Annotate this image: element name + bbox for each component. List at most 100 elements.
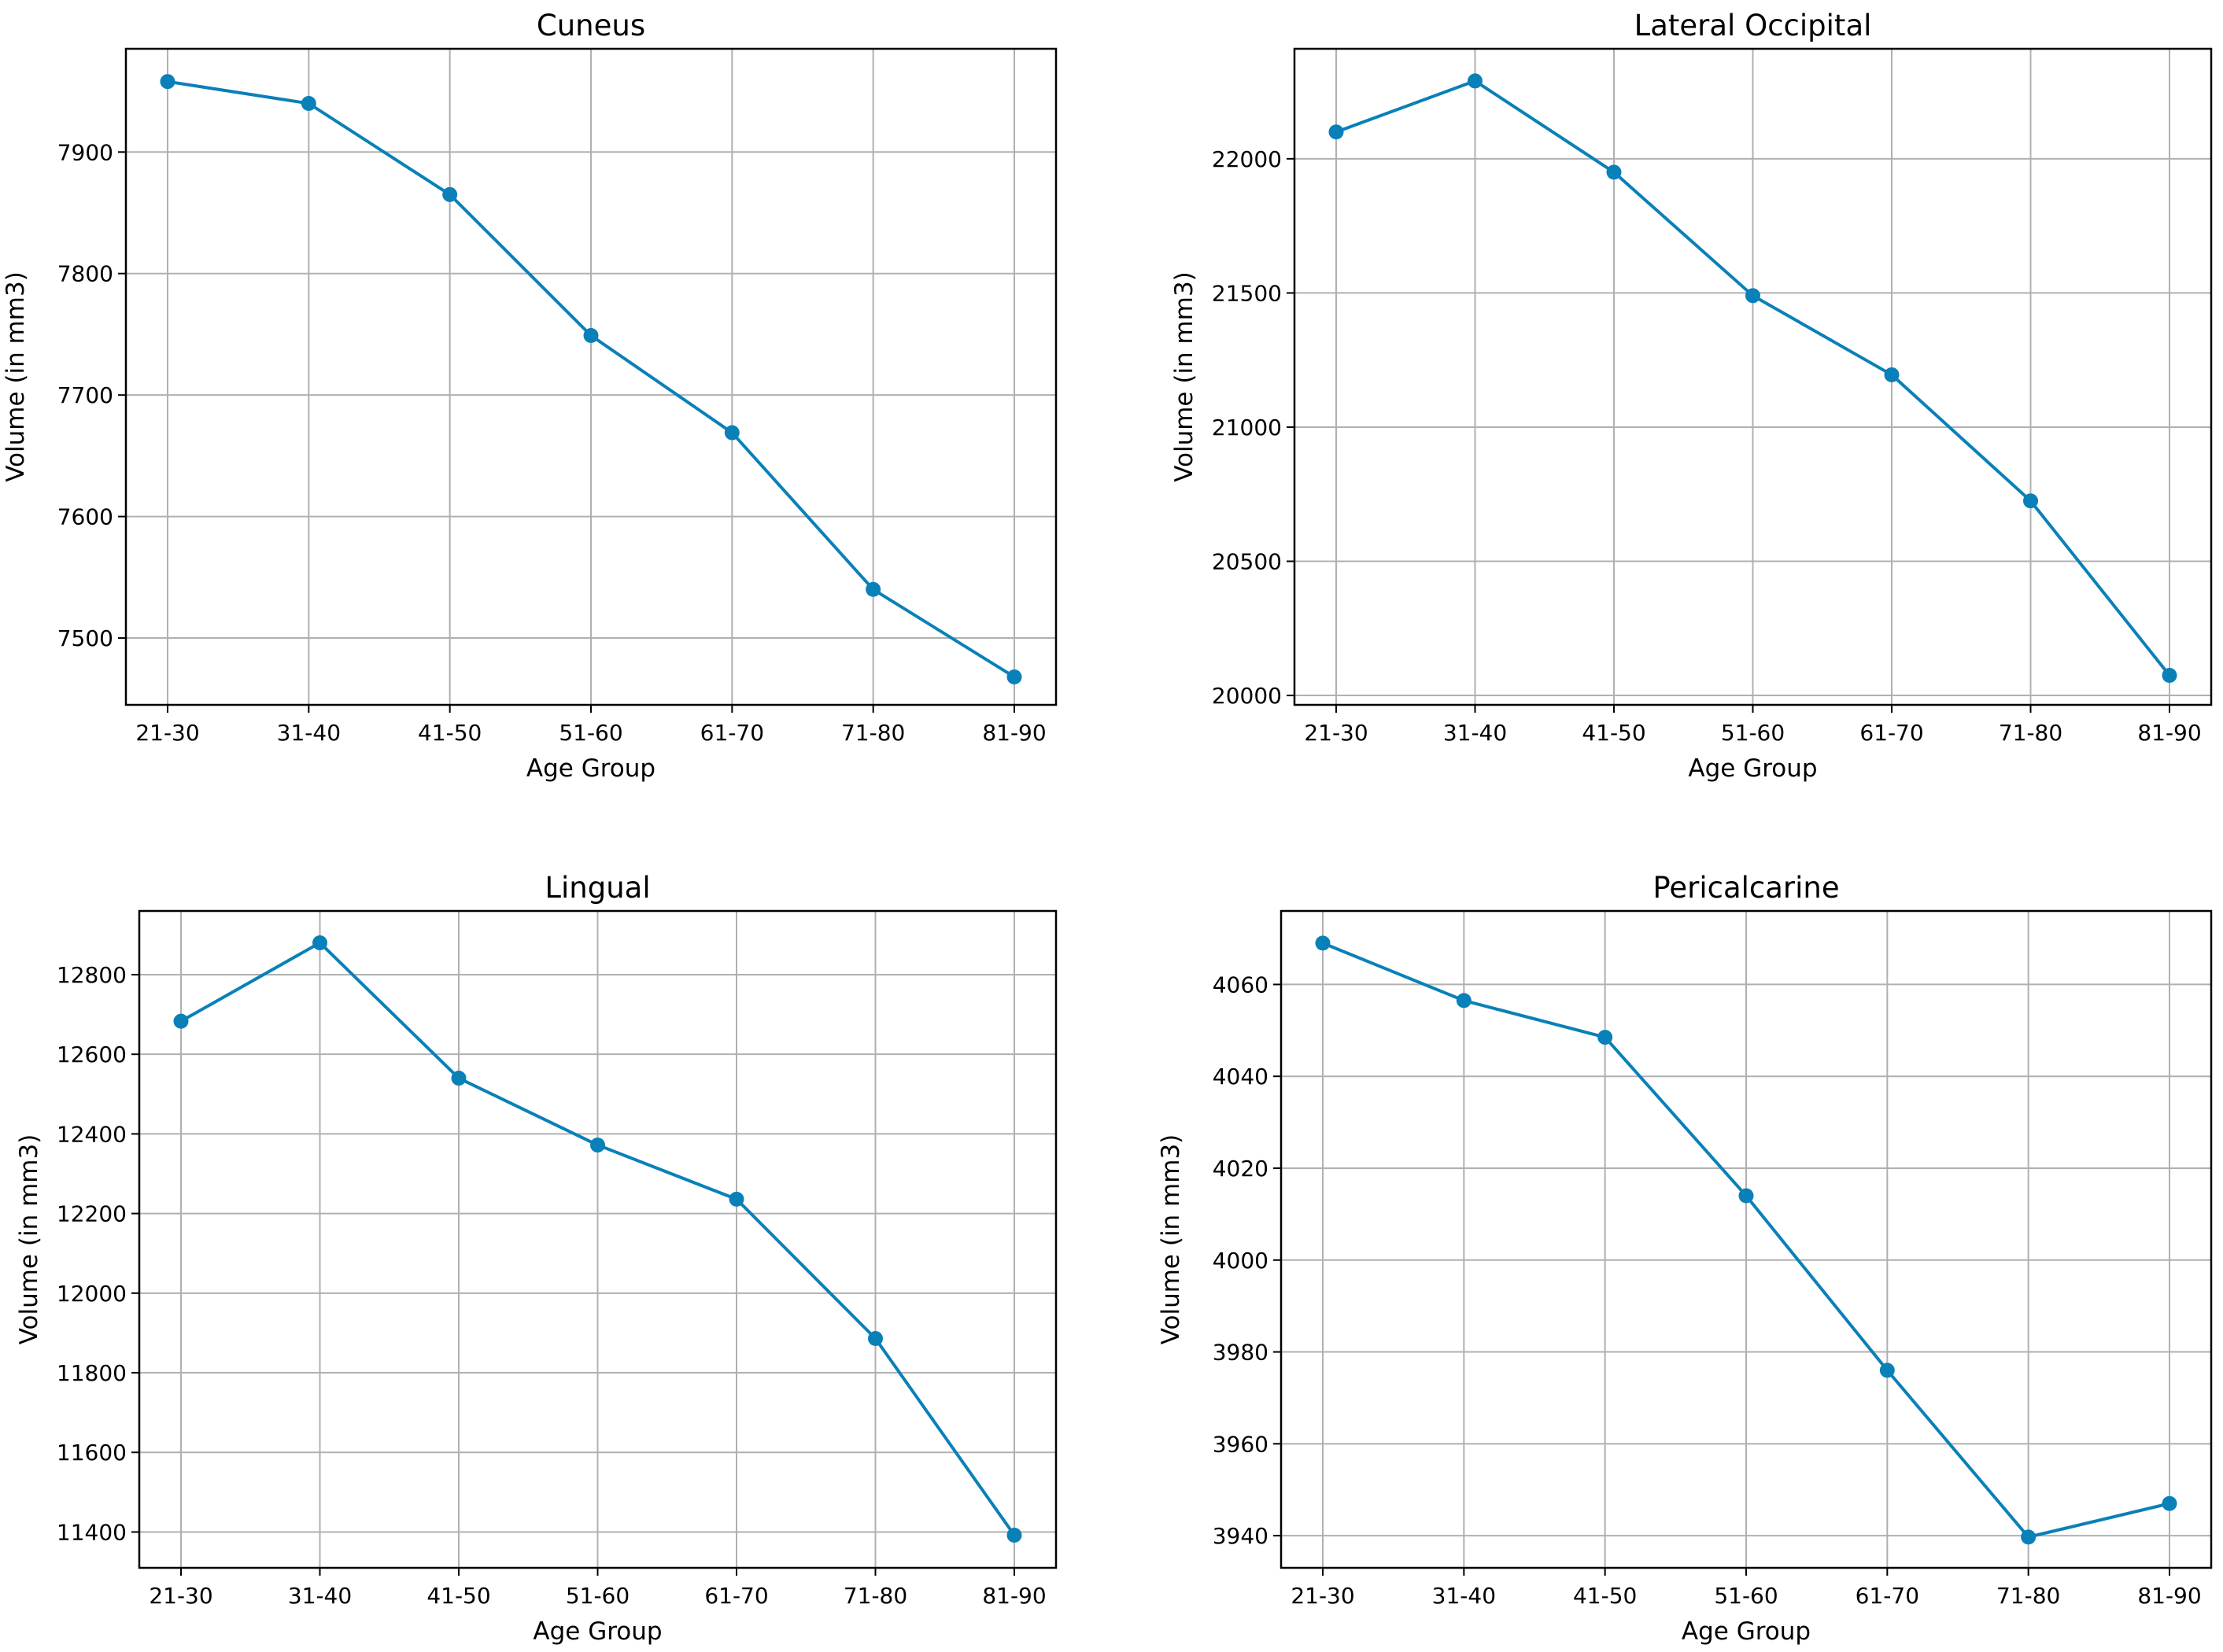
x-tick-label: 71-80 bbox=[841, 720, 905, 746]
y-tick-label: 7500 bbox=[57, 625, 113, 651]
data-point bbox=[729, 1191, 744, 1207]
data-point bbox=[1468, 73, 1483, 89]
data-point bbox=[2162, 1495, 2177, 1511]
y-tick-label: 3960 bbox=[1213, 1431, 1268, 1457]
plot-frame bbox=[124, 47, 1058, 706]
y-tick-label: 12200 bbox=[57, 1201, 127, 1227]
plot-frame bbox=[138, 909, 1058, 1569]
data-point bbox=[2023, 493, 2038, 509]
x-tick-label: 81-90 bbox=[2137, 1583, 2201, 1609]
y-axis-label: Volume (in mm3) bbox=[15, 1134, 43, 1345]
data-point bbox=[590, 1138, 605, 1153]
y-tick-label: 7900 bbox=[57, 139, 113, 165]
data-point bbox=[1006, 1528, 1022, 1543]
chart-panel-3: 21-30 31-40 41-50 51-60 61-70 71-80 81-90 11400… bbox=[15, 871, 1058, 1646]
y-tick-label: 21500 bbox=[1212, 280, 1282, 306]
y-tick-label: 11400 bbox=[57, 1519, 127, 1545]
x-tick-label: 51-60 bbox=[1714, 1583, 1778, 1609]
data-point bbox=[583, 327, 599, 343]
data-point bbox=[2162, 667, 2177, 683]
x-tick-label: 21-30 bbox=[149, 1583, 212, 1609]
data-point bbox=[301, 96, 316, 111]
data-point bbox=[724, 425, 740, 441]
x-tick-label: 31-40 bbox=[277, 720, 341, 746]
chart-panel-1: 21-30 31-40 41-50 51-60 61-70 71-80 81-90 7500 7… bbox=[2, 9, 1058, 783]
data-point bbox=[1456, 993, 1472, 1009]
data-point bbox=[1006, 669, 1022, 684]
x-tick-label: 51-60 bbox=[559, 720, 622, 746]
x-tick-label: 61-70 bbox=[1859, 720, 1923, 746]
data-point bbox=[1738, 1188, 1754, 1204]
y-tick-label: 11600 bbox=[57, 1440, 127, 1466]
y-tick-label: 12400 bbox=[57, 1121, 127, 1147]
data-point bbox=[160, 74, 175, 90]
y-tick-label: 3980 bbox=[1213, 1340, 1268, 1366]
x-tick-label: 31-40 bbox=[288, 1583, 352, 1609]
y-axis-label: Volume (in mm3) bbox=[2, 271, 30, 482]
x-tick-label: 51-60 bbox=[566, 1583, 630, 1609]
x-tick-label: 71-80 bbox=[1996, 1583, 2060, 1609]
y-tick-label: 20000 bbox=[1212, 683, 1282, 709]
x-tick-label: 31-40 bbox=[1443, 720, 1507, 746]
x-axis-label: Age Group bbox=[533, 1617, 662, 1646]
data-point bbox=[442, 186, 458, 202]
y-tick-label: 12600 bbox=[57, 1042, 127, 1068]
y-axis-label: Volume (in mm3) bbox=[1157, 1134, 1185, 1345]
x-tick-label: 41-50 bbox=[427, 1583, 490, 1609]
data-point bbox=[1879, 1363, 1895, 1378]
data-point bbox=[866, 581, 881, 597]
x-tick-label: 81-90 bbox=[2137, 720, 2201, 746]
y-tick-label: 11800 bbox=[57, 1360, 127, 1386]
y-tick-label: 4000 bbox=[1213, 1248, 1268, 1274]
x-tick-label: 41-50 bbox=[418, 720, 482, 746]
y-tick-label: 21000 bbox=[1212, 415, 1282, 441]
y-tick-label: 22000 bbox=[1212, 146, 1282, 172]
x-tick-label: 41-50 bbox=[1573, 1583, 1637, 1609]
x-tick-label: 31-40 bbox=[1432, 1583, 1496, 1609]
y-tick-label: 12800 bbox=[57, 962, 127, 988]
data-point bbox=[868, 1331, 883, 1347]
data-point bbox=[2021, 1529, 2037, 1545]
chart-panel-4: 21-30 31-40 41-50 51-60 61-70 71-80 81-90 3940 3… bbox=[1157, 871, 2213, 1646]
y-tick-label: 12000 bbox=[57, 1281, 127, 1307]
chart-title: Lingual bbox=[545, 871, 650, 905]
data-point bbox=[1597, 1030, 1613, 1045]
data-point bbox=[312, 935, 327, 950]
x-tick-label: 21-30 bbox=[1291, 1583, 1354, 1609]
data-point bbox=[1315, 935, 1331, 951]
data-point bbox=[173, 1013, 189, 1029]
x-tick-label: 81-90 bbox=[982, 1583, 1046, 1609]
y-tick-label: 20500 bbox=[1212, 549, 1282, 575]
data-point bbox=[1745, 288, 1760, 304]
x-tick-label: 81-90 bbox=[982, 720, 1046, 746]
x-tick-label: 61-70 bbox=[704, 1583, 768, 1609]
chart-panel-2: 21-30 31-40 41-50 51-60 61-70 71-80 81-90 20000… bbox=[1170, 9, 2213, 783]
y-tick-label: 3940 bbox=[1213, 1523, 1268, 1549]
y-tick-label: 7800 bbox=[57, 261, 113, 287]
y-tick-label: 4020 bbox=[1213, 1156, 1268, 1182]
y-tick-label: 4040 bbox=[1213, 1064, 1268, 1090]
chart-title: Cuneus bbox=[537, 9, 645, 42]
x-tick-label: 61-70 bbox=[1856, 1583, 1919, 1609]
data-point bbox=[1884, 367, 1900, 382]
data-point bbox=[1328, 124, 1344, 140]
x-axis-label: Age Group bbox=[1688, 754, 1817, 783]
data-point bbox=[1606, 164, 1622, 180]
plot-frame bbox=[1293, 47, 2213, 706]
x-tick-label: 21-30 bbox=[1304, 720, 1368, 746]
x-tick-label: 51-60 bbox=[1721, 720, 1785, 746]
x-tick-label: 21-30 bbox=[135, 720, 199, 746]
x-axis-label: Age Group bbox=[526, 754, 655, 783]
x-tick-label: 71-80 bbox=[1999, 720, 2062, 746]
plot-frame bbox=[1280, 909, 2213, 1569]
y-tick-label: 4060 bbox=[1213, 972, 1268, 997]
x-tick-label: 61-70 bbox=[700, 720, 764, 746]
y-tick-label: 7600 bbox=[57, 504, 113, 530]
x-tick-label: 41-50 bbox=[1582, 720, 1645, 746]
data-point bbox=[451, 1071, 467, 1086]
chart-title: Pericalcarine bbox=[1652, 871, 1839, 905]
y-axis-label: Volume (in mm3) bbox=[1170, 271, 1198, 482]
chart-title: Lateral Occipital bbox=[1634, 9, 1872, 42]
y-tick-label: 7700 bbox=[57, 382, 113, 408]
